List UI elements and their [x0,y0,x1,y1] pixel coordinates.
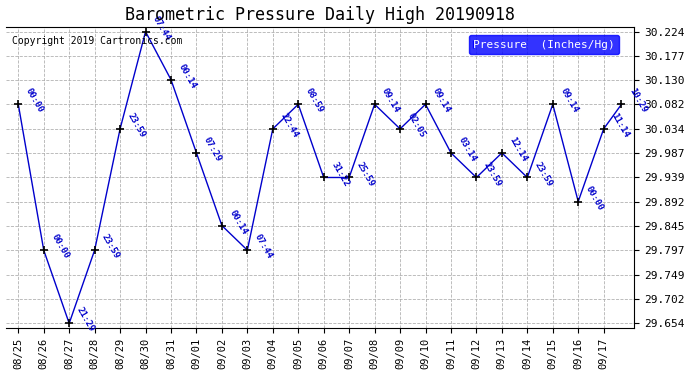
Text: 08:59: 08:59 [304,87,325,115]
Text: 31:22: 31:22 [329,160,351,188]
Text: Copyright 2019 Cartronics.com: Copyright 2019 Cartronics.com [12,36,182,45]
Text: 00:14: 00:14 [228,208,248,236]
Text: 02:05: 02:05 [406,111,427,139]
Text: 10:29: 10:29 [627,87,649,115]
Text: 00:00: 00:00 [584,184,605,212]
Text: 11:14: 11:14 [609,111,631,139]
Text: 09:14: 09:14 [431,87,453,115]
Text: 03:14: 03:14 [457,135,477,163]
Text: 25:59: 25:59 [355,160,376,188]
Text: 21:29: 21:29 [75,306,96,334]
Legend: Pressure  (Inches/Hg): Pressure (Inches/Hg) [469,35,619,54]
Title: Barometric Pressure Daily High 20190918: Barometric Pressure Daily High 20190918 [125,6,515,24]
Text: 00:14: 00:14 [177,62,198,90]
Text: 00:00: 00:00 [49,233,70,261]
Text: 23:59: 23:59 [482,160,503,188]
Text: 23:59: 23:59 [126,111,147,139]
Text: 09:14: 09:14 [380,87,402,115]
Text: 12:14: 12:14 [507,135,529,163]
Text: 09:14: 09:14 [558,87,580,115]
Text: 22:44: 22:44 [278,111,299,139]
Text: 00:00: 00:00 [24,87,45,115]
Text: 07:29: 07:29 [202,135,224,163]
Text: 07:44: 07:44 [253,233,274,261]
Text: 23:59: 23:59 [100,233,121,261]
Text: 07:44: 07:44 [151,14,172,42]
Text: 23:59: 23:59 [533,160,554,188]
